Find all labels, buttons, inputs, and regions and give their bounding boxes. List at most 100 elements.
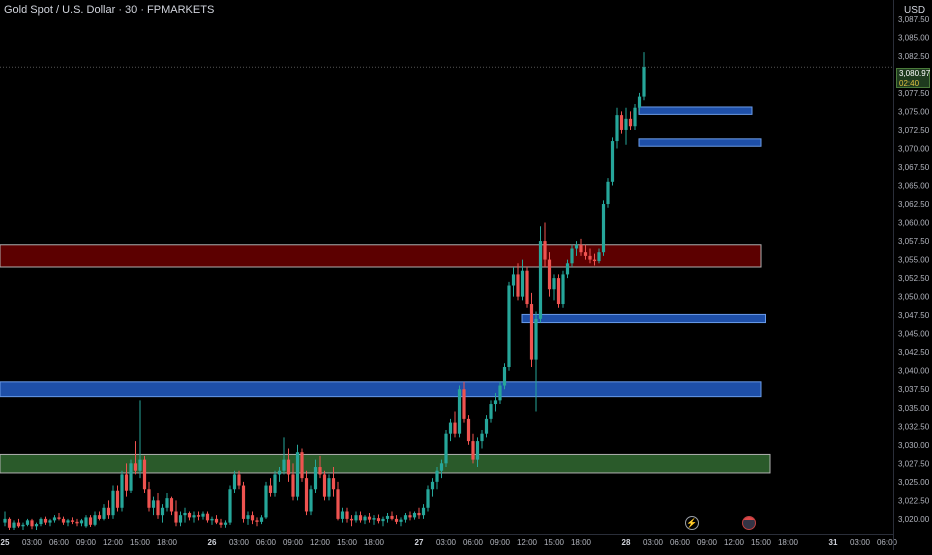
time-axis-label: 06:00 xyxy=(49,538,70,547)
time-axis-label: 15:00 xyxy=(544,538,565,547)
zone-rect[interactable] xyxy=(638,106,753,115)
candle-body xyxy=(79,520,84,524)
candle-body xyxy=(502,367,507,386)
candle-body xyxy=(561,274,565,305)
candle-body xyxy=(363,516,367,521)
price-axis-label: 3,077.50 xyxy=(898,89,930,98)
zone-rect[interactable] xyxy=(0,453,771,474)
symbol-title[interactable]: Gold Spot / U.S. Dollar · 30 · FPMARKETS xyxy=(4,4,215,16)
currency-button[interactable]: USD xyxy=(904,5,926,16)
candle-body xyxy=(156,500,160,516)
candle-body xyxy=(246,515,250,519)
candle-body xyxy=(52,517,57,521)
time-axis-label: 06:00 xyxy=(256,538,277,547)
candle-body xyxy=(507,285,511,368)
candle-body xyxy=(354,515,358,521)
zone-rect[interactable] xyxy=(638,138,762,147)
time-axis-label: 09:00 xyxy=(76,538,97,547)
time-axis-label: 15:00 xyxy=(130,538,151,547)
price-axis-label: 3,075.00 xyxy=(898,107,930,116)
candle-body xyxy=(475,441,480,460)
price-axis-label: 3,087.50 xyxy=(898,15,930,24)
price-axis-label: 3,020.00 xyxy=(898,515,930,524)
candle-body xyxy=(484,418,489,434)
price-axis-label: 3,047.50 xyxy=(898,311,930,320)
candle-body xyxy=(255,520,259,522)
time-axis-label: 15:00 xyxy=(751,538,772,547)
candle-body xyxy=(457,389,462,434)
lightning-icon[interactable]: ⚡ xyxy=(685,516,699,530)
time-axis-label: 03:00 xyxy=(436,538,457,547)
time-axis-label: 06:00 xyxy=(877,538,898,547)
candle-body xyxy=(70,520,75,522)
candle-body xyxy=(444,433,448,464)
candle-body xyxy=(538,241,543,319)
candle-body xyxy=(610,141,615,182)
us-flag-icon[interactable] xyxy=(742,516,756,530)
candle-body xyxy=(421,507,426,516)
candle-body xyxy=(403,515,408,520)
candle-body xyxy=(417,512,421,516)
candle-body xyxy=(124,474,129,491)
candle-body xyxy=(372,518,376,520)
time-axis-label: 12:00 xyxy=(310,538,331,547)
candle-body xyxy=(583,252,588,256)
candle-body xyxy=(160,507,165,516)
candle-body xyxy=(169,498,174,512)
candle-body xyxy=(435,470,439,482)
candle-body xyxy=(637,96,642,108)
candle-body xyxy=(471,441,475,460)
time-axis-label: 12:00 xyxy=(724,538,745,547)
candle-body xyxy=(385,515,390,519)
price-axis-label: 3,050.00 xyxy=(898,293,930,302)
candle-body xyxy=(376,518,381,522)
candle-body xyxy=(39,518,43,525)
price-axis-label: 3,040.00 xyxy=(898,367,930,376)
time-axis-border xyxy=(0,534,893,535)
candle-body xyxy=(448,422,453,434)
price-axis-border xyxy=(893,0,894,550)
candle-body xyxy=(340,511,345,519)
candle-body xyxy=(16,522,21,527)
candle-body xyxy=(624,118,628,130)
candle-body xyxy=(327,478,331,497)
time-axis-label: 27 xyxy=(415,538,424,547)
candle-body xyxy=(336,489,340,519)
candle-body xyxy=(147,489,151,508)
candle-body xyxy=(66,520,70,523)
zone-rect[interactable] xyxy=(0,381,762,398)
candle-body xyxy=(12,522,16,528)
candle-body xyxy=(511,274,516,286)
last-price-value: 3,080.97 xyxy=(899,69,931,78)
zone-rect[interactable] xyxy=(521,313,766,324)
time-axis-label: 31 xyxy=(829,538,838,547)
candle-body xyxy=(570,248,574,264)
time-axis-label: 28 xyxy=(622,538,631,547)
candle-body xyxy=(592,259,597,262)
time-axis-label: 03:00 xyxy=(850,538,871,547)
time-axis-label: 26 xyxy=(208,538,217,547)
candle-body xyxy=(628,118,633,127)
candle-body xyxy=(547,259,552,290)
candle-body xyxy=(237,474,241,486)
candle-body xyxy=(381,518,385,522)
price-axis-label: 3,082.50 xyxy=(898,52,930,61)
candle-body xyxy=(633,107,637,127)
candle-body xyxy=(286,459,291,475)
candle-body xyxy=(106,507,111,516)
candle-body xyxy=(102,507,106,519)
candle-body xyxy=(120,474,124,508)
price-axis-label: 3,055.00 xyxy=(898,256,930,265)
candle-body xyxy=(264,485,268,518)
candle-body xyxy=(129,463,133,491)
candle-body xyxy=(219,522,223,525)
candle-body xyxy=(196,515,201,517)
candle-body xyxy=(43,518,48,523)
candle-body xyxy=(295,452,300,497)
zone-rect[interactable] xyxy=(0,244,762,268)
candle-body xyxy=(565,263,570,275)
time-axis-label: 18:00 xyxy=(364,538,385,547)
price-axis-label: 3,052.50 xyxy=(898,274,930,283)
